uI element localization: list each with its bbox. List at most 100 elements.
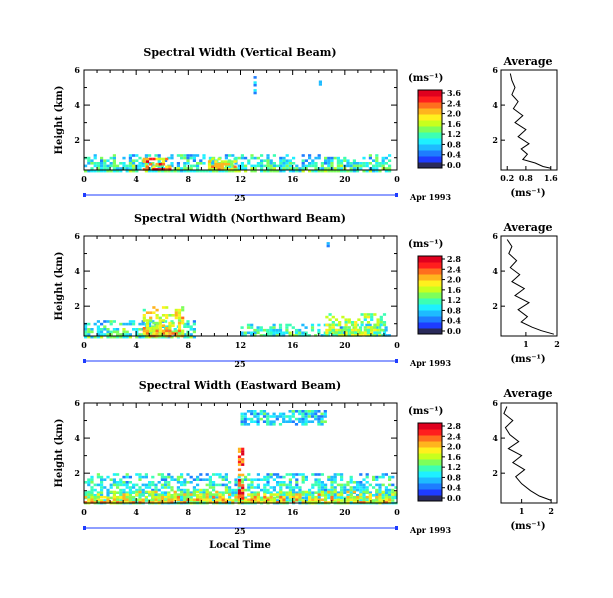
heatmap-cell [295, 478, 299, 481]
heatmap-cell [138, 167, 142, 170]
heatmap-cell [263, 493, 267, 496]
average-y-tick-label: 2 [492, 468, 498, 478]
heatmap-cell [100, 169, 104, 173]
heatmap-cell [208, 169, 212, 173]
heatmap-cell [96, 330, 100, 334]
heatmap-cell [253, 412, 257, 416]
heatmap-cell [186, 154, 190, 157]
heatmap-cell [164, 499, 168, 502]
heatmap-cell [96, 335, 100, 339]
heatmap-cell [362, 488, 366, 492]
heatmap-cell [100, 322, 104, 326]
heatmap-cell [291, 420, 295, 423]
colorbar-tick-label: 1.6 [447, 452, 461, 462]
heatmap-cell [318, 83, 322, 86]
heatmap-cell [368, 169, 372, 173]
heatmap-cell [141, 483, 145, 487]
heatmap-cell [368, 498, 372, 502]
heatmap-cell [106, 488, 110, 492]
heatmap-cell [298, 167, 302, 170]
heatmap-cell [359, 164, 363, 168]
heatmap-cell [256, 412, 260, 416]
heatmap-cell [253, 169, 257, 173]
heatmap-cell [282, 159, 286, 162]
heatmap-cell [177, 321, 182, 325]
heatmap-cell [360, 334, 364, 337]
heatmap-cell [217, 162, 221, 166]
heatmap-cell [228, 169, 232, 173]
colorbar-swatch [418, 256, 442, 263]
heatmap-cell [330, 164, 334, 168]
heatmap-cell [250, 326, 254, 329]
heatmap-cell [90, 169, 94, 173]
x-tick-label: 8 [186, 507, 192, 517]
heatmap-cell [275, 334, 279, 337]
heatmap-cell [237, 450, 242, 453]
heatmap-cell [279, 498, 283, 502]
heatmap-cell [243, 415, 247, 418]
heatmap-cell [341, 334, 345, 337]
heatmap-cell [272, 334, 276, 337]
heatmap-cell [171, 324, 175, 327]
heatmap-cell [122, 493, 126, 496]
heatmap-cell [155, 332, 159, 335]
heatmap-cell [240, 167, 244, 170]
heatmap-cell [90, 494, 94, 497]
heatmap-cell [324, 167, 328, 170]
heatmap-cell [349, 493, 353, 496]
heatmap-cell [343, 491, 347, 494]
heatmap-cell [177, 308, 182, 312]
heatmap-cell [330, 156, 334, 160]
heatmap-cell [199, 495, 203, 499]
heatmap-cell [279, 481, 283, 484]
heatmap-cell [174, 308, 178, 312]
heatmap-cell [317, 481, 321, 484]
heatmap-cell [186, 488, 190, 492]
heatmap-cell [282, 501, 286, 504]
heatmap-cell [379, 318, 383, 321]
heatmap-cell [132, 483, 136, 487]
heatmap-cell [363, 331, 367, 334]
heatmap-cell [343, 159, 347, 162]
heatmap-cell [148, 490, 152, 494]
heatmap-cell [154, 486, 158, 489]
heatmap-cell [142, 308, 146, 312]
x-tick-label: 20 [339, 340, 351, 350]
heatmap-cell [132, 501, 136, 504]
heatmap-cell [372, 159, 376, 162]
heatmap-cell [372, 478, 376, 481]
panel-3-average-title: Average [502, 387, 552, 400]
heatmap-cell [376, 318, 380, 321]
heatmap-cell [340, 162, 344, 165]
heatmap-cell [237, 491, 242, 495]
heatmap-cell [183, 491, 187, 494]
heatmap-cell [228, 491, 232, 494]
heatmap-cell [298, 498, 302, 502]
heatmap-cell [330, 162, 334, 165]
heatmap-cell [180, 493, 184, 496]
heatmap-cell [365, 164, 369, 168]
heatmap-cell [256, 326, 260, 329]
heatmap-cell [103, 167, 107, 170]
heatmap-cell [253, 328, 257, 332]
heatmap-cell [314, 478, 318, 481]
heatmap-cell [145, 319, 150, 322]
heatmap-cell [122, 481, 126, 484]
heatmap-cell [282, 331, 286, 335]
heatmap-cell [207, 165, 212, 169]
colorbar-swatch [418, 477, 442, 484]
heatmap-cell [340, 491, 344, 494]
heatmap-cell [291, 326, 295, 329]
heatmap-cell [317, 488, 321, 492]
heatmap-cell [240, 162, 244, 165]
heatmap-cell [349, 491, 353, 494]
heatmap-cell [347, 326, 351, 329]
heatmap-cell [196, 475, 200, 479]
heatmap-cell [372, 167, 376, 170]
heatmap-cell [112, 167, 116, 170]
heatmap-cell [112, 335, 116, 339]
heatmap-cell [237, 458, 242, 461]
heatmap-cell [189, 481, 193, 484]
y-tick-label: 2 [74, 301, 80, 311]
heatmap-cell [244, 498, 248, 502]
